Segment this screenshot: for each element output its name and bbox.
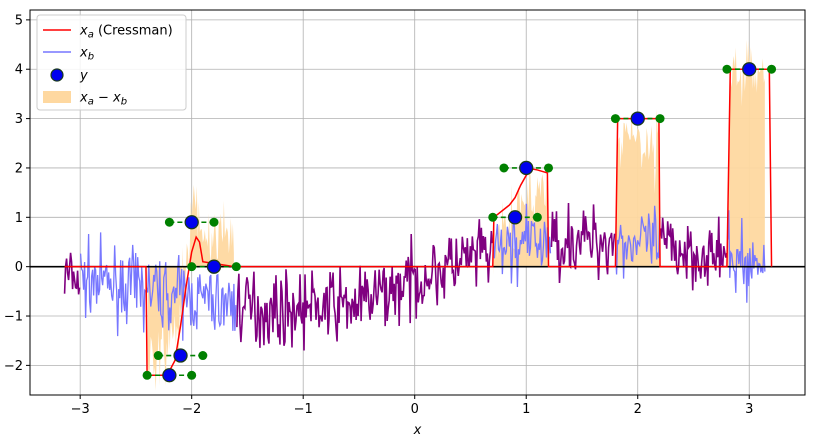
purple-line (63, 202, 728, 351)
x-tick-label: 3 (745, 402, 753, 417)
xb-line (79, 203, 766, 341)
y-tick-label: −1 (4, 310, 23, 325)
legend-box (36, 14, 187, 111)
window-end-marker (187, 262, 197, 272)
x-tick-label: −1 (294, 402, 313, 417)
window-end-marker (499, 163, 509, 173)
background-xb-series (79, 203, 766, 341)
window-end-marker (610, 114, 620, 124)
window-end-marker (488, 212, 498, 222)
observation-marker (184, 215, 199, 230)
window-end-marker (767, 64, 777, 74)
window-end-marker (142, 370, 152, 380)
observation-marker (162, 368, 177, 383)
xa-line (64, 68, 773, 377)
x-tick-label: 1 (522, 402, 530, 417)
y-tick-label: 2 (15, 161, 23, 176)
axes-frame (29, 9, 806, 396)
y-tick-label: 3 (15, 112, 23, 127)
y-tick-label: −2 (4, 359, 23, 374)
window-end-marker (544, 163, 554, 173)
window-end-marker (187, 370, 197, 380)
x-tick-label: 0 (411, 402, 419, 417)
legend-label: xa − xb (79, 91, 127, 108)
influence-windows (142, 64, 777, 380)
window-end-marker (209, 217, 219, 227)
window-end-marker (722, 64, 732, 74)
x-tick-label: −3 (71, 402, 90, 417)
y-tick-label: 4 (15, 63, 23, 78)
x-tick-label: 2 (634, 402, 642, 417)
window-end-marker (164, 217, 174, 227)
window-end-marker (655, 114, 665, 124)
observation-marker (630, 111, 645, 126)
window-end-marker (198, 351, 208, 361)
observation-marker (507, 210, 523, 225)
window-end-marker (231, 262, 241, 272)
observation-marker (742, 62, 757, 77)
legend-y-swatch (50, 68, 64, 82)
background-purple-series (63, 202, 728, 351)
legend: xa (Cressman) xb y xa − xb (36, 14, 187, 111)
observation-marker (519, 160, 534, 176)
x-axis-label: x (413, 423, 422, 438)
observation-marker (206, 259, 222, 274)
y-tick-label: 5 (15, 13, 23, 28)
legend-fill-swatch (43, 91, 71, 103)
y-axis-ticks: −2 −1 0 1 2 3 4 5 (4, 13, 30, 374)
y-tick-label: 1 (15, 211, 23, 226)
x-tick-label: −2 (182, 402, 201, 417)
legend-label: xb (79, 46, 94, 63)
observation-points (162, 62, 757, 383)
increment-fill-band (727, 39, 765, 267)
window-end-marker (532, 212, 542, 222)
analysis-xa-series (64, 68, 773, 377)
legend-label: y (79, 69, 88, 84)
x-axis-ticks: −3 −2 −1 0 1 2 3 (71, 395, 753, 417)
window-end-marker (153, 351, 163, 361)
legend-label: xa (Cressman) (79, 24, 173, 41)
y-tick-label: 0 (15, 260, 23, 275)
observation-marker (173, 348, 188, 363)
